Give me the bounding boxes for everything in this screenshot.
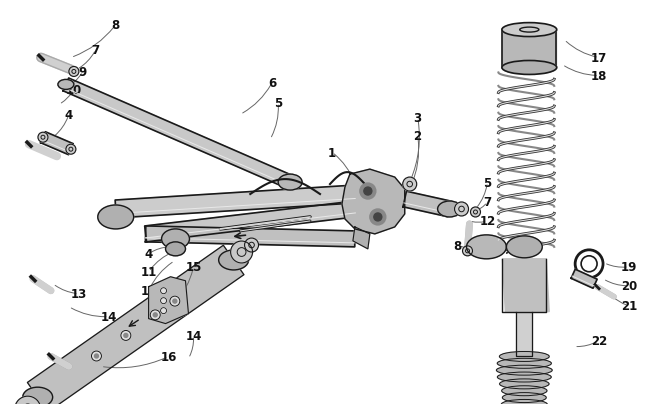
Text: 2: 2	[413, 130, 422, 143]
Ellipse shape	[502, 392, 546, 403]
Circle shape	[173, 299, 177, 303]
Polygon shape	[146, 226, 355, 247]
Text: 4: 4	[144, 248, 153, 261]
Circle shape	[38, 133, 48, 143]
Circle shape	[150, 310, 161, 320]
Text: 10: 10	[66, 84, 82, 97]
Ellipse shape	[166, 242, 185, 256]
Circle shape	[364, 188, 372, 196]
Text: 21: 21	[621, 299, 637, 312]
Ellipse shape	[500, 379, 549, 389]
Text: 18: 18	[591, 70, 607, 83]
Text: 14: 14	[101, 310, 117, 323]
Circle shape	[370, 209, 386, 225]
Ellipse shape	[162, 229, 189, 249]
Ellipse shape	[502, 23, 556, 38]
Text: 17: 17	[591, 52, 607, 65]
Ellipse shape	[501, 399, 547, 405]
Polygon shape	[27, 246, 244, 405]
Circle shape	[92, 351, 101, 361]
Circle shape	[374, 213, 382, 222]
Ellipse shape	[502, 61, 556, 75]
Text: 15: 15	[185, 261, 202, 274]
Polygon shape	[342, 170, 405, 234]
Circle shape	[161, 308, 166, 314]
Circle shape	[231, 241, 253, 263]
Text: 7: 7	[484, 196, 491, 209]
Text: 4: 4	[65, 109, 73, 122]
Text: 13: 13	[71, 288, 87, 301]
Circle shape	[403, 178, 417, 192]
Ellipse shape	[499, 352, 549, 362]
Polygon shape	[115, 185, 356, 218]
Ellipse shape	[98, 205, 134, 229]
Polygon shape	[145, 202, 356, 242]
Text: 22: 22	[591, 334, 607, 347]
Circle shape	[463, 246, 473, 256]
Text: 6: 6	[268, 77, 276, 90]
Polygon shape	[502, 30, 556, 68]
Circle shape	[66, 145, 76, 155]
Ellipse shape	[437, 202, 462, 217]
Ellipse shape	[502, 386, 547, 396]
Polygon shape	[571, 270, 597, 288]
Circle shape	[170, 296, 180, 306]
Polygon shape	[63, 79, 293, 189]
Circle shape	[15, 396, 41, 405]
Text: 19: 19	[621, 261, 637, 274]
Circle shape	[94, 354, 98, 358]
Text: 9: 9	[79, 66, 87, 79]
Circle shape	[454, 202, 469, 216]
Polygon shape	[353, 227, 370, 249]
Text: 5: 5	[484, 176, 491, 189]
Ellipse shape	[23, 387, 53, 405]
Text: 8: 8	[454, 240, 462, 253]
Text: 16: 16	[161, 350, 177, 363]
Polygon shape	[40, 132, 73, 155]
Ellipse shape	[506, 236, 542, 258]
Text: 5: 5	[274, 97, 282, 110]
Ellipse shape	[467, 235, 506, 259]
Ellipse shape	[58, 80, 74, 90]
Ellipse shape	[278, 175, 302, 191]
Text: 14: 14	[185, 329, 202, 342]
Text: 20: 20	[621, 279, 637, 292]
Circle shape	[161, 288, 166, 294]
Text: 8: 8	[112, 19, 120, 32]
Text: 12: 12	[140, 284, 157, 297]
Text: 12: 12	[479, 215, 495, 228]
Circle shape	[360, 183, 376, 200]
Circle shape	[244, 239, 259, 252]
Polygon shape	[149, 277, 188, 324]
Polygon shape	[403, 192, 451, 217]
Text: 7: 7	[92, 44, 100, 57]
Ellipse shape	[497, 358, 551, 369]
Text: 3: 3	[413, 111, 422, 124]
Circle shape	[161, 298, 166, 304]
Circle shape	[124, 334, 128, 338]
Ellipse shape	[218, 250, 248, 270]
Circle shape	[69, 67, 79, 77]
Polygon shape	[502, 259, 549, 312]
Ellipse shape	[497, 372, 551, 382]
Polygon shape	[516, 312, 532, 356]
Circle shape	[121, 330, 131, 341]
Ellipse shape	[497, 365, 552, 375]
Circle shape	[153, 313, 157, 317]
Text: 1: 1	[328, 146, 336, 159]
Text: 11: 11	[140, 266, 157, 279]
Circle shape	[471, 207, 480, 217]
